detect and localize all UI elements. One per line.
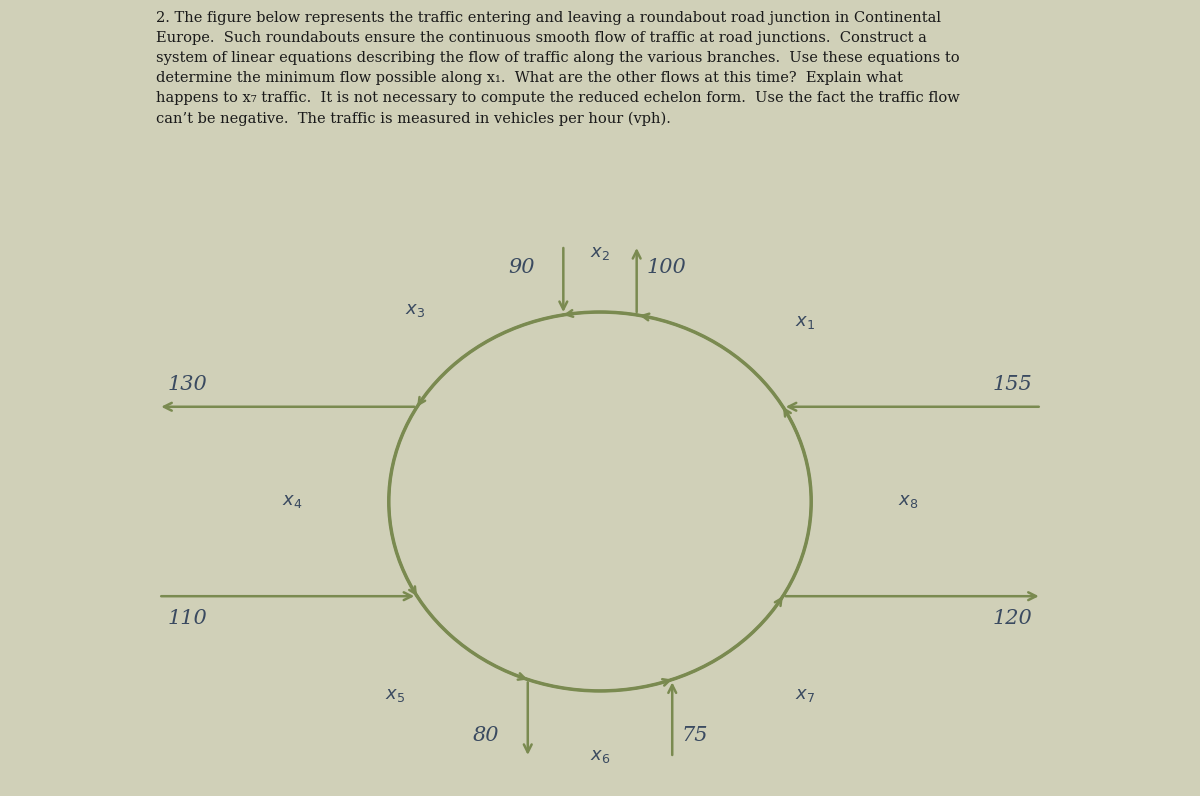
Text: $x_7$: $x_7$: [794, 686, 815, 704]
Text: $x_5$: $x_5$: [385, 686, 406, 704]
Text: $x_4$: $x_4$: [282, 493, 302, 510]
Text: 155: 155: [992, 375, 1033, 394]
Text: 120: 120: [992, 609, 1033, 628]
Text: 75: 75: [682, 726, 708, 745]
Text: $x_8$: $x_8$: [898, 493, 918, 510]
Text: 2. The figure below represents the traffic entering and leaving a roundabout roa: 2. The figure below represents the traff…: [156, 11, 960, 126]
Text: 90: 90: [508, 258, 534, 277]
Text: $x_2$: $x_2$: [590, 244, 610, 262]
Text: 110: 110: [167, 609, 208, 628]
Text: 130: 130: [167, 375, 208, 394]
Text: $x_1$: $x_1$: [794, 313, 815, 331]
Text: $x_3$: $x_3$: [406, 301, 425, 318]
Text: 80: 80: [473, 726, 499, 745]
Text: 100: 100: [647, 258, 686, 277]
Text: $x_6$: $x_6$: [590, 747, 610, 765]
